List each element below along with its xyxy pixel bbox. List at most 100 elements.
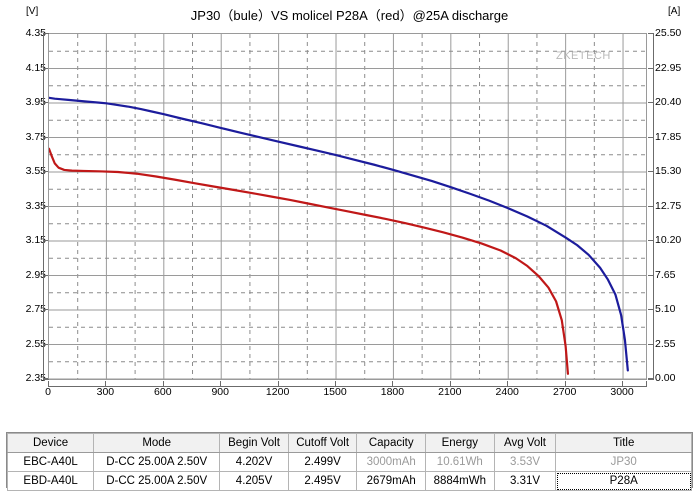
x-axis-tick-label: 1800 — [380, 386, 405, 398]
table-row[interactable]: EBC-A40L D-CC 25.00A 2.50V 4.202V 2.499V… — [6, 452, 692, 472]
right-axis-tick-label: 0.00 — [655, 372, 676, 384]
x-axis-tick-label: 600 — [154, 386, 172, 398]
plot-area[interactable] — [48, 33, 647, 380]
x-axis-tick-mark — [162, 381, 164, 386]
x-axis-tick-label: 3000 — [610, 386, 634, 398]
right-axis-tick-label: 10.20 — [655, 234, 682, 246]
cell-energy: 8884mWh — [425, 471, 495, 491]
right-axis-unit-label: [A] — [668, 6, 681, 17]
left-axis-tick-mark — [43, 102, 48, 103]
left-axis-tick-label: 2.55 — [25, 337, 46, 350]
series-line-p28a — [49, 147, 570, 375]
cell-mode: D-CC 25.00A 2.50V — [93, 452, 221, 472]
left-axis-tick-label: 3.95 — [25, 96, 46, 108]
left-axis-tick-label: 4.35 — [25, 27, 46, 39]
axis-rail — [648, 33, 654, 380]
x-axis-tick-label: 1500 — [323, 386, 347, 398]
cell-avg-volt: 3.53V — [493, 452, 557, 472]
summary-table: Device Mode Begin Volt Cutoff Volt Capac… — [6, 433, 692, 491]
x-axis-tick-mark — [507, 381, 509, 386]
right-axis-tick-label: 20.40 — [655, 96, 682, 108]
x-axis-tick-mark — [449, 381, 451, 386]
left-axis-tick-mark — [43, 205, 48, 207]
cell-energy: 10.61Wh — [425, 452, 495, 472]
watermark-zketech: ZKETECH — [556, 50, 611, 62]
cell-capacity: 3000mAh — [356, 452, 427, 472]
column-header-capacity: Capacity — [356, 433, 427, 453]
right-axis-tick-label: 12.75 — [655, 199, 682, 212]
x-axis-tick-label: 2700 — [552, 386, 577, 398]
x-axis-tick-label: 1200 — [265, 386, 290, 398]
left-axis-tick-mark — [43, 136, 48, 138]
right-axis-tick-mark — [648, 102, 653, 103]
cell-title[interactable]: P28A — [555, 471, 692, 491]
left-axis-unit-label: [V] — [26, 6, 39, 17]
left-axis-tick-label: 3.55 — [25, 165, 46, 177]
x-axis-tick-label: 900 — [211, 386, 229, 398]
chart-region: JP30（bule）VS molicel P28A（red）@25A disch… — [0, 6, 699, 402]
left-axis-tick-label: 3.15 — [25, 234, 46, 246]
x-axis-tick-label: 300 — [96, 386, 115, 398]
right-axis-tick-mark — [648, 274, 653, 276]
right-axis-tick-label: 2.55 — [655, 337, 676, 350]
left-axis-tick-label: 2.35 — [25, 372, 46, 384]
table-row[interactable]: EBD-A40L D-CC 25.00A 2.50V 4.205V 2.495V… — [6, 471, 692, 491]
axis-rail — [43, 33, 49, 380]
column-header-mode: Mode — [93, 433, 221, 453]
summary-table-container: Device Mode Begin Volt Cutoff Volt Capac… — [6, 432, 693, 491]
left-axis-tick-mark — [43, 67, 48, 69]
right-axis-tick-mark — [648, 205, 653, 207]
chart-svg — [49, 34, 646, 379]
right-axis-tick-mark — [648, 343, 653, 345]
x-axis-tick-label: 2100 — [438, 386, 462, 398]
left-axis-tick-label: 2.95 — [25, 268, 46, 281]
x-axis-tick-mark — [392, 381, 394, 386]
right-axis-tick-labels: 25.50 22.95 20.40 17.85 15.30 12.75 10.20 7.65 5… — [655, 28, 699, 384]
x-axis-tick-mark — [105, 381, 107, 386]
left-axis-tick-labels: 4.35 4.15 3.95 3.75 3.55 3.35 3.15 2.95 2.75 2.55… — [0, 28, 46, 384]
right-axis-tick-label: 17.85 — [655, 130, 682, 143]
x-axis-tick-label: 0 — [45, 386, 51, 398]
cell-device: EBD-A40L — [6, 471, 95, 491]
column-header-cutoff-volt: Cutoff Volt — [287, 433, 358, 453]
table-header-row: Device Mode Begin Volt Cutoff Volt Capac… — [6, 433, 692, 453]
x-axis-tick-labels: 0 300 600 900 1200 1500 1800 2100 2400 2700 3000 — [45, 386, 647, 402]
left-axis-tick-mark — [43, 309, 48, 310]
x-axis-tick-mark — [564, 381, 566, 386]
column-header-begin-volt: Begin Volt — [219, 433, 289, 453]
left-axis-tick-label: 3.75 — [25, 130, 46, 143]
right-axis-tick-label: 7.65 — [655, 268, 676, 281]
left-axis-tick-mark — [43, 274, 48, 276]
left-axis-tick-label: 4.15 — [25, 61, 46, 74]
axis-rail — [48, 381, 647, 387]
right-axis-tick-mark — [648, 240, 653, 241]
x-axis-tick-mark — [335, 381, 337, 386]
right-axis-tick-label: 15.30 — [655, 165, 682, 177]
right-axis-tick-label: 22.95 — [655, 61, 682, 74]
cell-title[interactable]: JP30 — [555, 452, 692, 472]
chart-title: JP30（bule）VS molicel P28A（red）@25A disch… — [190, 8, 509, 23]
left-axis-tick-mark — [43, 240, 48, 241]
column-header-energy: Energy — [425, 433, 495, 453]
series-line-jp30 — [49, 96, 629, 372]
cell-begin-volt: 4.205V — [219, 471, 289, 491]
x-axis-tick-label: 2400 — [495, 386, 519, 398]
cell-cutoff-volt: 2.495V — [287, 471, 358, 491]
right-axis-tick-label: 5.10 — [655, 303, 676, 315]
cell-cutoff-volt: 2.499V — [287, 452, 358, 472]
right-axis-tick-label: 25.50 — [655, 27, 682, 39]
right-axis-tick-mark — [648, 67, 653, 69]
cell-device: EBC-A40L — [6, 452, 95, 472]
left-axis-tick-mark — [43, 378, 48, 379]
right-axis-tick-mark — [648, 309, 653, 310]
left-axis-tick-mark — [43, 343, 48, 345]
cell-capacity: 2679mAh — [356, 471, 427, 491]
cell-begin-volt: 4.202V — [219, 452, 289, 472]
cell-avg-volt: 3.31V — [493, 471, 557, 491]
left-axis-tick-label: 2.75 — [25, 303, 46, 315]
x-axis-tick-mark — [220, 381, 222, 386]
left-axis-tick-mark — [43, 171, 48, 172]
right-axis-tick-mark — [648, 171, 653, 172]
column-header-avg-volt: Avg Volt — [493, 433, 557, 453]
right-axis-tick-mark — [648, 378, 653, 379]
